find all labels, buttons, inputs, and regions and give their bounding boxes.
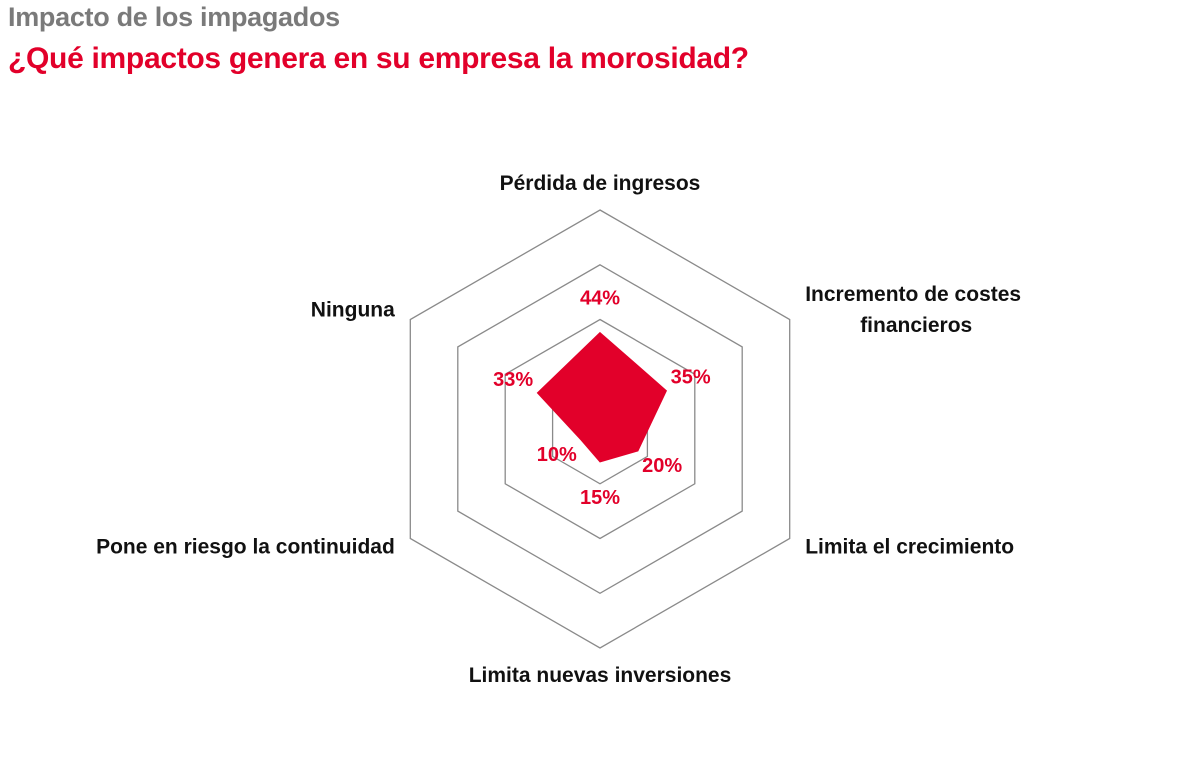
value-label-6: 33%	[493, 369, 533, 391]
grid-ring-2	[504, 318, 696, 540]
value-label-4: 15%	[580, 487, 620, 509]
axis-label-2: Incremento de costes financieros	[805, 283, 1021, 337]
axis-label-line: Pérdida de ingresos	[500, 172, 701, 195]
axis-label-line: Ninguna	[311, 299, 395, 322]
radar-axis-labels: Pérdida de ingresos Incremento de costes f…	[96, 172, 1021, 687]
axis-label-1: Pérdida de ingresos	[500, 172, 701, 195]
radar-value-labels: 44% 35% 20% 15%10% 33%	[493, 288, 711, 509]
grid-ring-4	[409, 209, 791, 649]
value-label-5: 10%	[537, 444, 577, 466]
chart-kicker: Impacto de los impagados	[8, 2, 340, 32]
axis-label-5: Pone en riesgo la continuidad	[96, 536, 395, 559]
axis-label-line: Pone en riesgo la continuidad	[96, 536, 395, 559]
series-area-1	[536, 331, 668, 463]
value-label-3: 20%	[642, 455, 682, 477]
axis-label-3: Limita el crecimiento	[805, 536, 1014, 559]
value-label-2: 35%	[671, 367, 711, 389]
axis-label-6: Ninguna	[311, 299, 395, 322]
radar-series	[536, 331, 668, 463]
axis-label-line: Limita el crecimiento	[805, 536, 1014, 559]
axis-label-4: Limita nuevas inversiones	[469, 664, 732, 687]
axis-label-line: Limita nuevas inversiones	[469, 664, 732, 687]
axis-label-line: Incremento de costes	[805, 283, 1021, 306]
axis-label-line: financieros	[860, 314, 972, 337]
value-label-1: 44%	[580, 288, 620, 310]
grid-ring-3	[457, 264, 743, 595]
chart-title: ¿Qué impactos genera en su empresa la mo…	[8, 42, 749, 75]
